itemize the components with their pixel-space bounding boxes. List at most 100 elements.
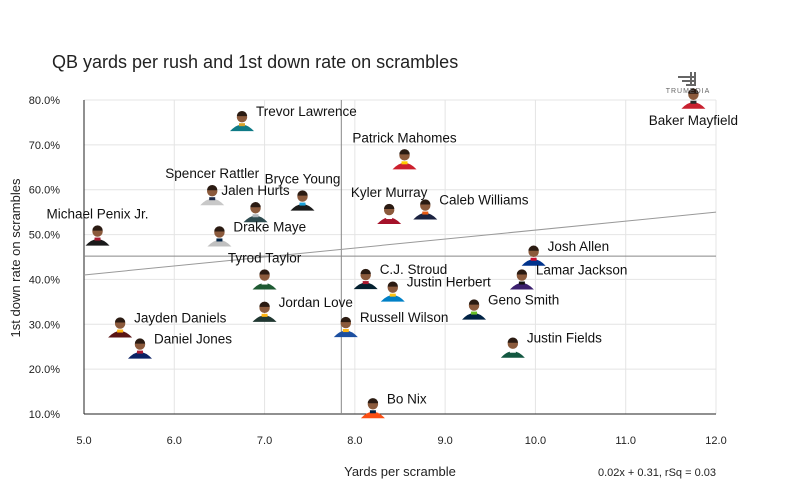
player-jersey-icon [252,283,277,290]
player-point: Drake Maye [207,219,306,247]
reference-lines [83,100,717,414]
player-label: Kyler Murray [351,185,428,200]
jersey-trim [299,202,306,206]
x-tick-label: 9.0 [437,435,452,447]
data-points: Trevor Lawrence Patrick Mahomes Baker Mayf… [47,88,738,419]
x-tick-label: 7.0 [257,435,272,447]
jersey-trim [509,349,516,353]
player-hair-icon [516,269,528,275]
x-tick-label: 10.0 [525,435,546,447]
player-point: Tyrod Taylor [228,251,302,290]
player-point: Geno Smith [462,293,559,320]
player-jersey-icon [377,217,402,225]
jersey-trim [362,281,369,285]
player-hair-icon [92,225,103,231]
player-point: Justin Fields [500,331,602,358]
y-tick-label: 40.0% [29,274,60,286]
player-hair-icon [207,185,218,191]
jersey-trim [389,293,396,297]
player-label: Lamar Jackson [536,263,628,278]
jersey-trim [239,123,245,127]
player-label: Spencer Rattler [165,166,259,181]
player-point: C.J. Stroud [353,262,448,290]
player-hair-icon [528,245,539,251]
y-tick-label: 60.0% [29,185,60,197]
x-tick-label: 12.0 [705,435,726,447]
jersey-trim [690,100,697,104]
x-tick-label: 11.0 [615,435,636,447]
jersey-trim [252,214,259,218]
player-jersey-icon [500,351,525,358]
player-jersey-icon [127,352,152,359]
player-label: Daniel Jones [154,332,232,347]
player-hair-icon [688,88,699,94]
player-hair-icon [114,317,126,323]
player-point: Michael Penix Jr. [47,207,149,246]
player-label: Baker Mayfield [649,113,738,128]
player-label: Geno Smith [488,293,559,308]
jersey-trim [209,197,216,201]
player-label: Jalen Hurts [221,183,290,198]
y-tick-label: 70.0% [29,140,60,152]
player-jersey-icon [392,162,417,170]
axes: 5.0 6.0 7.0 8.0 9.0 10.0 11.0 12.0 10.0% 20.0% 30.… [29,95,727,447]
jersey-trim [261,281,268,285]
player-point: Kyler Murray [351,185,428,225]
grid-lines [83,99,717,415]
player-jersey-icon [200,198,225,206]
jersey-trim [342,329,349,333]
player-label: Jordan Love [279,295,353,310]
jersey-trim [94,237,101,241]
jersey-trim [261,313,268,317]
jersey-trim [401,161,408,165]
jersey-trim [369,410,376,414]
x-tick-label: 8.0 [347,435,362,447]
player-label: C.J. Stroud [380,262,448,277]
jersey-trim [216,238,223,242]
x-tick-label: 5.0 [76,435,91,447]
player-jersey-icon [380,295,405,302]
player-jersey-icon [681,102,706,109]
chart-title: QB yards per rush and 1st down rate on s… [52,52,458,72]
player-point: Lamar Jackson [509,263,628,290]
player-hair-icon [383,203,395,210]
player-label: Michael Penix Jr. [47,207,149,222]
player-jersey-icon [252,315,277,322]
jersey-trim [386,216,393,220]
player-point: Daniel Jones [127,332,232,359]
jersey-trim [518,281,525,285]
player-label: Jayden Daniels [134,311,227,326]
player-point: Jordan Love [252,295,353,322]
player-hair-icon [399,149,410,155]
jersey-trim [471,311,478,315]
player-jersey-icon [207,239,232,247]
logo-text: TRUMEDIA [666,88,711,95]
player-label: Drake Maye [233,219,306,234]
regression-equation: 0.02x + 0.31, rSq = 0.03 [598,467,716,479]
player-jersey-icon [462,313,487,320]
player-label: Bryce Young [265,172,341,187]
player-hair-icon [468,299,480,305]
player-hair-icon [387,281,398,287]
y-tick-label: 30.0% [29,319,60,331]
jersey-trim [422,211,429,215]
x-axis-label: Yards per scramble [344,464,456,479]
player-point: Trevor Lawrence [230,104,357,132]
player-jersey-icon [290,204,315,211]
jersey-trim [117,329,124,333]
player-point: Bryce Young [265,172,341,211]
player-label: Bo Nix [387,391,427,406]
player-label: Justin Herbert [407,275,491,290]
player-hair-icon [259,269,270,275]
player-hair-icon [214,226,225,232]
y-tick-label: 10.0% [29,409,60,421]
player-jersey-icon [230,124,254,132]
player-jersey-icon [243,215,268,223]
player-hair-icon [236,110,248,117]
player-label: Justin Fields [527,331,602,346]
player-label: Josh Allen [548,239,610,254]
player-jersey-icon [413,213,438,220]
y-tick-label: 50.0% [29,230,60,242]
player-jersey-icon [85,239,110,246]
regression-line [83,211,717,276]
